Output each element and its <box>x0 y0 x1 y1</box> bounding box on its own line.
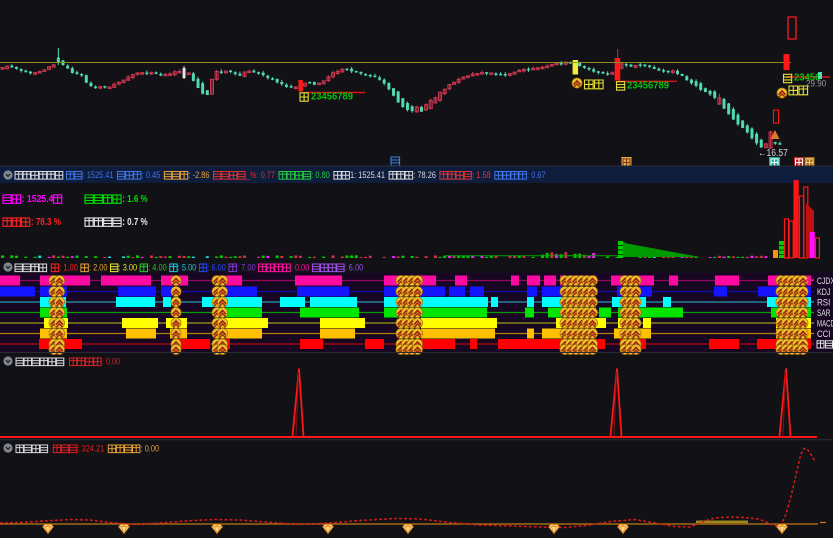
svg-text:←16.57: ←16.57 <box>758 148 788 159</box>
svg-text:: 5.00: : 5.00 <box>178 263 197 274</box>
svg-text:: 1.00: : 1.00 <box>59 263 78 274</box>
svg-text:23456: 23456 <box>794 72 820 84</box>
svg-text:: 0.7 %: : 0.7 % <box>122 216 148 228</box>
svg-text:RSI: RSI <box>817 298 830 308</box>
svg-text:SAR: SAR <box>817 308 831 318</box>
svg-text:: 78.3 %: : 78.3 % <box>31 216 62 228</box>
svg-text:23456789: 23456789 <box>627 80 669 92</box>
svg-text:KDJ: KDJ <box>817 287 830 297</box>
svg-text:: 1525.41: : 1525.41 <box>83 170 114 181</box>
svg-text:CJDX: CJDX <box>817 276 833 286</box>
svg-text:: 0.67: : 0.67 <box>527 170 546 181</box>
svg-text:: 0.80: : 0.80 <box>311 170 330 181</box>
svg-text:23456789: 23456789 <box>311 91 353 103</box>
svg-text:: 6.00: : 6.00 <box>345 263 364 274</box>
svg-text:CCI: CCI <box>817 329 830 339</box>
svg-text:29.90: 29.90 <box>806 79 826 90</box>
svg-text:MACD: MACD <box>817 319 833 329</box>
svg-text:: 2.00: : 2.00 <box>89 263 108 274</box>
svg-text:1: 1525.41: 1: 1525.41 <box>350 170 385 181</box>
svg-text:: 324.21: : 324.21 <box>78 444 105 455</box>
svg-text:: 0.00: : 0.00 <box>291 263 310 274</box>
svg-text:: 3.00: : 3.00 <box>119 263 138 274</box>
svg-text:: 0.45: : 0.45 <box>142 170 161 181</box>
svg-text:: 7.00: : 7.00 <box>237 263 256 274</box>
svg-text:_%: 0.77: _%: 0.77 <box>245 170 275 181</box>
svg-text:: 0.00: : 0.00 <box>141 444 160 455</box>
svg-text:: 6.00: : 6.00 <box>207 263 226 274</box>
svg-text:: 1.6 %: : 1.6 % <box>122 193 148 205</box>
svg-text:: -2.86: : -2.86 <box>189 170 210 181</box>
svg-text:: 0.00: : 0.00 <box>102 357 121 368</box>
svg-text:: 78.26: : 78.26 <box>413 170 436 181</box>
svg-text:: 4.00: : 4.00 <box>148 263 167 274</box>
svg-text:: 1525.4: : 1525.4 <box>22 193 54 205</box>
svg-text:: 1.58: : 1.58 <box>472 170 491 181</box>
